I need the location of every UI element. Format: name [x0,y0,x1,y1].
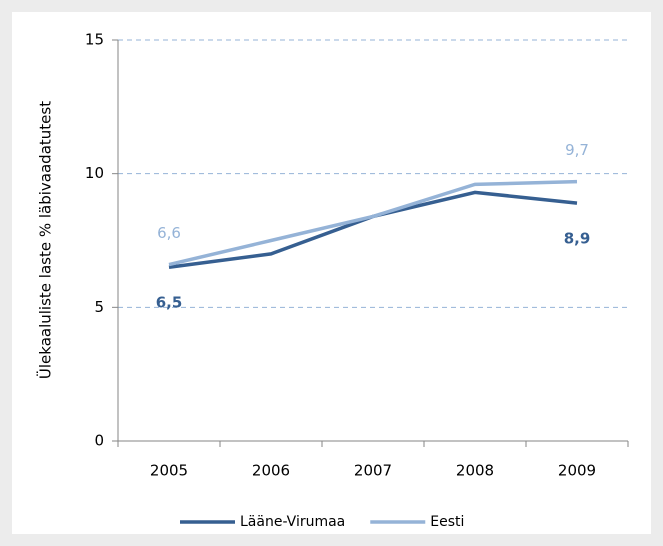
y-tick-label: 10 [85,164,104,182]
x-tick-label: 2005 [150,462,188,480]
x-tick-label: 2007 [354,462,392,480]
data-label: 8,9 [564,230,591,248]
legend-label: Eesti [430,514,464,530]
y-tick-label: 5 [94,298,104,316]
legend-label: Lääne-Virumaa [240,514,345,530]
y-tick-label: 15 [85,31,104,49]
data-label: 9,7 [565,141,589,159]
chart-panel [12,12,651,534]
x-tick-label: 2008 [456,462,494,480]
series-line [168,179,578,267]
y-axis-title: Ülekaaluliste laste % läbivaadatutest [36,101,55,379]
data-label: 6,6 [157,224,181,242]
data-label: 6,5 [156,294,183,312]
y-tick-label: 0 [94,432,104,450]
x-tick-label: 2009 [558,462,596,480]
x-tick-label: 2006 [252,462,290,480]
